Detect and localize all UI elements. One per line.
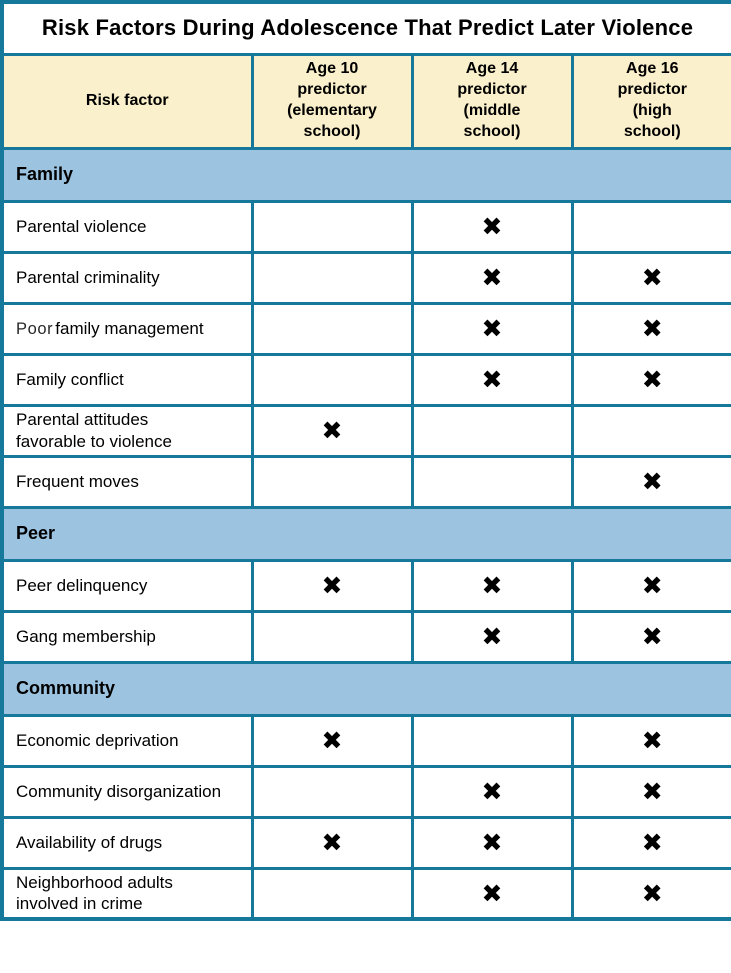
mark-cell-age-16 xyxy=(570,199,731,254)
mark-cell-age-14: ✖ xyxy=(410,301,574,356)
risk-factor-label: Family conflict xyxy=(0,352,254,407)
column-header-risk-factor: Risk factor xyxy=(0,52,254,150)
risk-factor-label: Availability of drugs xyxy=(0,815,254,870)
table-row-neighborhood-adults-involved-in-crime: Neighborhood adults involved in crime ✖ … xyxy=(0,866,731,921)
mark-cell-age-14: ✖ xyxy=(410,199,574,254)
mark-cell-age-10 xyxy=(250,250,414,305)
mark-cell-age-14 xyxy=(410,713,574,768)
table-row-poor-family-management: Poor family management ✖ ✖ xyxy=(0,301,731,356)
mark-cell-age-16: ✖ xyxy=(570,866,731,921)
mark-cell-age-16: ✖ xyxy=(570,558,731,613)
mark-cell-age-16 xyxy=(570,403,731,458)
mark-cell-age-10: ✖ xyxy=(250,558,414,613)
risk-factors-table: Risk Factors During Adolescence That Pre… xyxy=(0,0,731,921)
table-row-economic-deprivation: Economic deprivation ✖ ✖ xyxy=(0,713,731,768)
mark-cell-age-14: ✖ xyxy=(410,250,574,305)
mark-cell-age-14: ✖ xyxy=(410,352,574,407)
section-title-peer: Peer xyxy=(0,505,731,562)
column-header-age-10-predictor: Age 10 predictor (elementary school) xyxy=(250,52,414,150)
risk-factor-label: Parental attitudes favorable to violence xyxy=(0,403,254,458)
risk-factor-label: Gang membership xyxy=(0,609,254,664)
risk-factor-label: Community disorganization xyxy=(0,764,254,819)
table-row-community-disorganization: Community disorganization ✖ ✖ xyxy=(0,764,731,819)
mark-cell-age-14: ✖ xyxy=(410,764,574,819)
mark-cell-age-10 xyxy=(250,301,414,356)
mark-cell-age-10: ✖ xyxy=(250,713,414,768)
mark-cell-age-14: ✖ xyxy=(410,815,574,870)
mark-cell-age-14 xyxy=(410,403,574,458)
mark-cell-age-14 xyxy=(410,454,574,509)
column-header-age-14-predictor: Age 14 predictor (middle school) xyxy=(410,52,574,150)
table-row-peer-delinquency: Peer delinquency ✖ ✖ ✖ xyxy=(0,558,731,613)
column-header-row: Risk factor Age 10 predictor (elementary… xyxy=(0,52,731,150)
risk-factor-label: Parental criminality xyxy=(0,250,254,305)
mark-cell-age-14: ✖ xyxy=(410,866,574,921)
mark-cell-age-16: ✖ xyxy=(570,454,731,509)
mark-cell-age-10 xyxy=(250,764,414,819)
table-row-availability-of-drugs: Availability of drugs ✖ ✖ ✖ xyxy=(0,815,731,870)
mark-cell-age-10: ✖ xyxy=(250,815,414,870)
section-header-community: Community xyxy=(0,660,731,717)
risk-factor-label-rest: family management xyxy=(55,318,204,338)
mark-cell-age-14: ✖ xyxy=(410,609,574,664)
section-title-community: Community xyxy=(0,660,731,717)
mark-cell-age-16: ✖ xyxy=(570,250,731,305)
mark-cell-age-16: ✖ xyxy=(570,764,731,819)
mark-cell-age-10: ✖ xyxy=(250,403,414,458)
table-row-frequent-moves: Frequent moves ✖ xyxy=(0,454,731,509)
mark-cell-age-10 xyxy=(250,866,414,921)
risk-factor-label: Neighborhood adults involved in crime xyxy=(0,866,254,921)
table-title-row: Risk Factors During Adolescence That Pre… xyxy=(0,0,731,56)
mark-cell-age-16: ✖ xyxy=(570,352,731,407)
mark-cell-age-16: ✖ xyxy=(570,815,731,870)
table-row-family-conflict: Family conflict ✖ ✖ xyxy=(0,352,731,407)
mark-cell-age-14: ✖ xyxy=(410,558,574,613)
risk-factor-label: Economic deprivation xyxy=(0,713,254,768)
risk-factor-label: Parental violence xyxy=(0,199,254,254)
column-header-age-16-predictor: Age 16 predictor (high school) xyxy=(570,52,731,150)
table-title: Risk Factors During Adolescence That Pre… xyxy=(0,0,731,56)
table-row-parental-violence: Parental violence ✖ xyxy=(0,199,731,254)
risk-factor-label-prefix: Poor xyxy=(16,319,54,338)
mark-cell-age-10 xyxy=(250,609,414,664)
mark-cell-age-16: ✖ xyxy=(570,713,731,768)
mark-cell-age-16: ✖ xyxy=(570,301,731,356)
section-header-family: Family xyxy=(0,146,731,203)
risk-factor-label: Frequent moves xyxy=(0,454,254,509)
risk-factor-label: Peer delinquency xyxy=(0,558,254,613)
section-header-peer: Peer xyxy=(0,505,731,562)
risk-factor-label: Poor family management xyxy=(0,301,254,356)
mark-cell-age-10 xyxy=(250,199,414,254)
mark-cell-age-10 xyxy=(250,352,414,407)
mark-cell-age-10 xyxy=(250,454,414,509)
section-title-family: Family xyxy=(0,146,731,203)
table-row-parental-attitudes-favorable-to-violence: Parental attitudes favorable to violence… xyxy=(0,403,731,458)
table-row-gang-membership: Gang membership ✖ ✖ xyxy=(0,609,731,664)
mark-cell-age-16: ✖ xyxy=(570,609,731,664)
table-row-parental-criminality: Parental criminality ✖ ✖ xyxy=(0,250,731,305)
